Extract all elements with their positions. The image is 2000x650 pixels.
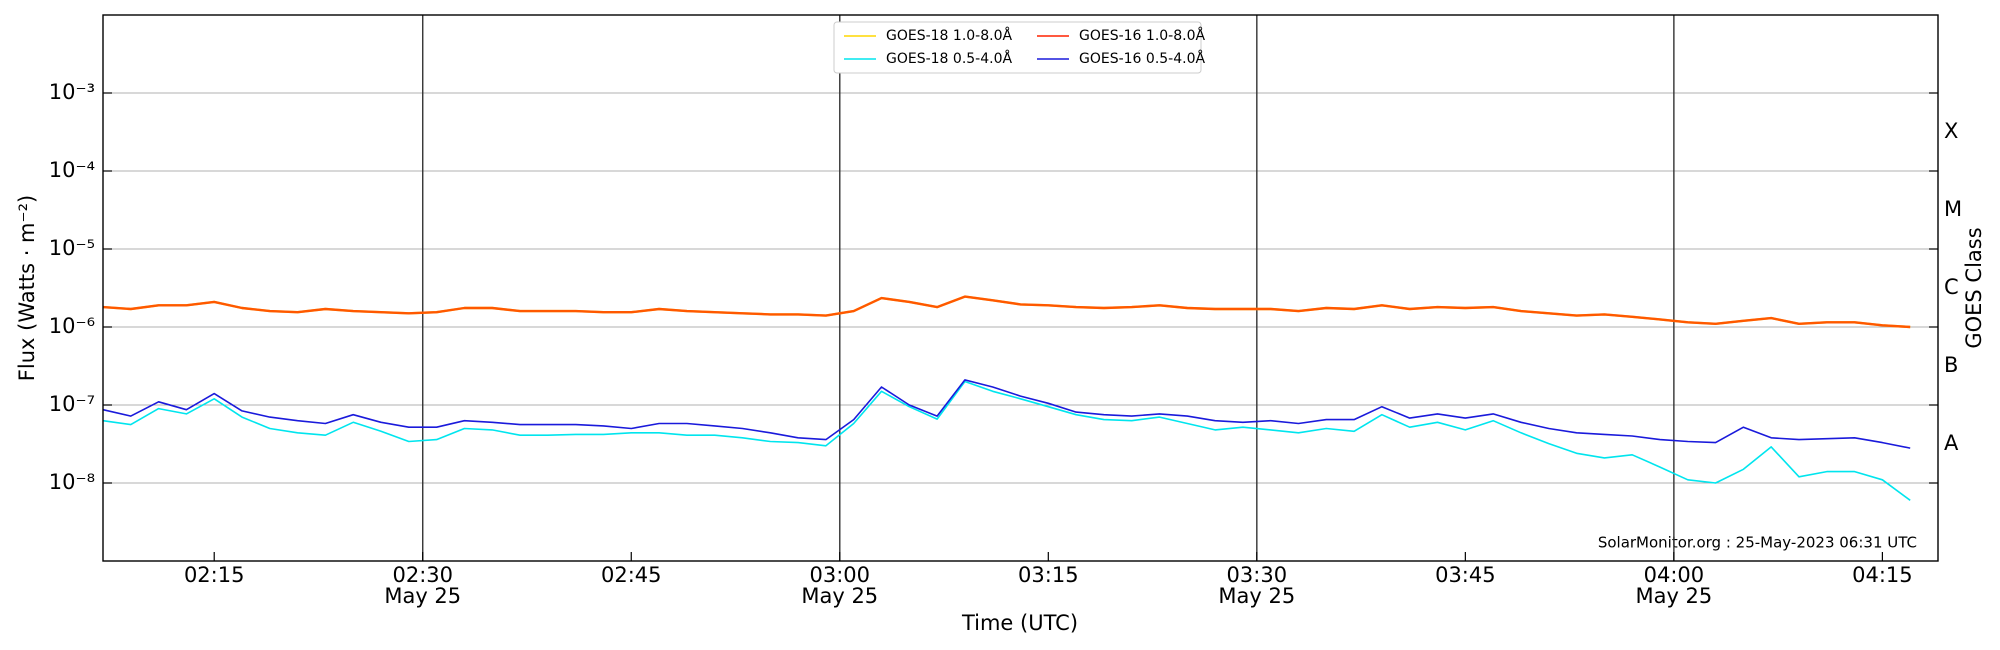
- x-tick-label: 03:15: [1018, 563, 1079, 587]
- y-tick-label: 10⁻⁶: [49, 314, 95, 338]
- legend-label: GOES-18 0.5-4.0Å: [886, 50, 1012, 67]
- x-tick-label: 02:30: [392, 563, 453, 587]
- y-tick-label: 10⁻⁵: [49, 236, 95, 260]
- y2-tick-label: B: [1944, 353, 1958, 377]
- x-tick-sublabel: May 25: [384, 584, 461, 608]
- y2-tick-label: C: [1944, 275, 1959, 299]
- y2-tick-label: X: [1944, 119, 1958, 143]
- y2-axis-label: GOES Class: [1962, 227, 1986, 348]
- x-tick-label: 02:45: [601, 563, 662, 587]
- x-tick-label: 04:15: [1852, 563, 1913, 587]
- x-tick-label: 04:00: [1644, 563, 1705, 587]
- legend-label: GOES-16 0.5-4.0Å: [1079, 50, 1205, 67]
- y-tick-label: 10⁻⁸: [49, 470, 95, 494]
- y2-tick-label: A: [1944, 431, 1959, 455]
- series-line: [102, 379, 1911, 449]
- series-line: [102, 295, 1911, 329]
- x-tick-sublabel: May 25: [1635, 584, 1712, 608]
- plot-frame: [102, 14, 1939, 562]
- y2-tick-label: M: [1944, 197, 1962, 221]
- y-tick-label: 10⁻⁴: [49, 158, 95, 182]
- x-tick-label: 03:30: [1227, 563, 1288, 587]
- legend-label: GOES-16 1.0-8.0Å: [1079, 27, 1205, 44]
- y-axis-label: Flux (Watts · m⁻²): [15, 195, 39, 381]
- y-tick-label: 10⁻³: [49, 80, 95, 104]
- x-tick-sublabel: May 25: [1218, 584, 1295, 608]
- legend-box: [833, 21, 1202, 74]
- x-tick-label: 02:15: [184, 563, 245, 587]
- legend-label: GOES-18 1.0-8.0Å: [886, 27, 1012, 44]
- x-tick-sublabel: May 25: [801, 584, 878, 608]
- series-line: [102, 380, 1911, 501]
- x-axis-label: Time (UTC): [961, 611, 1078, 635]
- y-tick-label: 10⁻⁷: [49, 392, 95, 416]
- annotation: SolarMonitor.org : 25-May-2023 06:31 UTC: [1598, 534, 1917, 552]
- x-tick-label: 03:00: [810, 563, 871, 587]
- legend: GOES-18 1.0-8.0Å GOES-18 0.5-4.0Å GOES-16 …: [833, 21, 1205, 74]
- x-tick-label: 03:45: [1435, 563, 1496, 587]
